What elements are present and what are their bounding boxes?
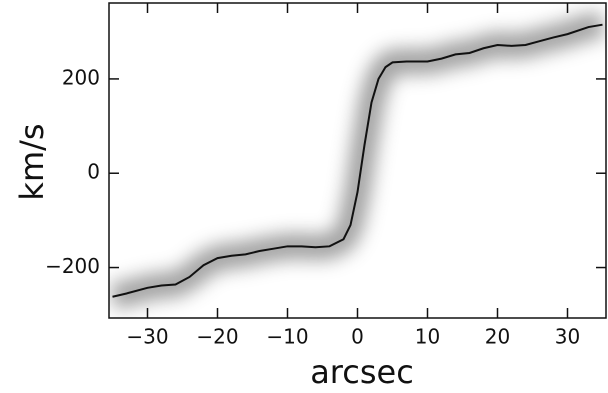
x-axis-label: arcsec xyxy=(310,353,414,391)
x-tick-label: −20 xyxy=(196,325,238,349)
x-tick-label: 10 xyxy=(415,325,440,349)
x-tick-label: −10 xyxy=(266,325,308,349)
y-tick-label: −200 xyxy=(45,254,100,278)
x-tick-label: 0 xyxy=(351,325,364,349)
x-tick-label: 20 xyxy=(485,325,510,349)
y-axis-label: km/s xyxy=(13,123,51,200)
y-tick-label: 0 xyxy=(87,160,100,184)
emission-band xyxy=(113,25,603,297)
x-tick-label: 30 xyxy=(555,325,580,349)
y-tick-label: 200 xyxy=(62,65,100,89)
chart: arcsec km/s −30 −20 −10 0 10 20 30 −200 0 200 xyxy=(0,0,608,393)
plot-area xyxy=(113,25,603,297)
x-tick-label: −30 xyxy=(126,325,168,349)
